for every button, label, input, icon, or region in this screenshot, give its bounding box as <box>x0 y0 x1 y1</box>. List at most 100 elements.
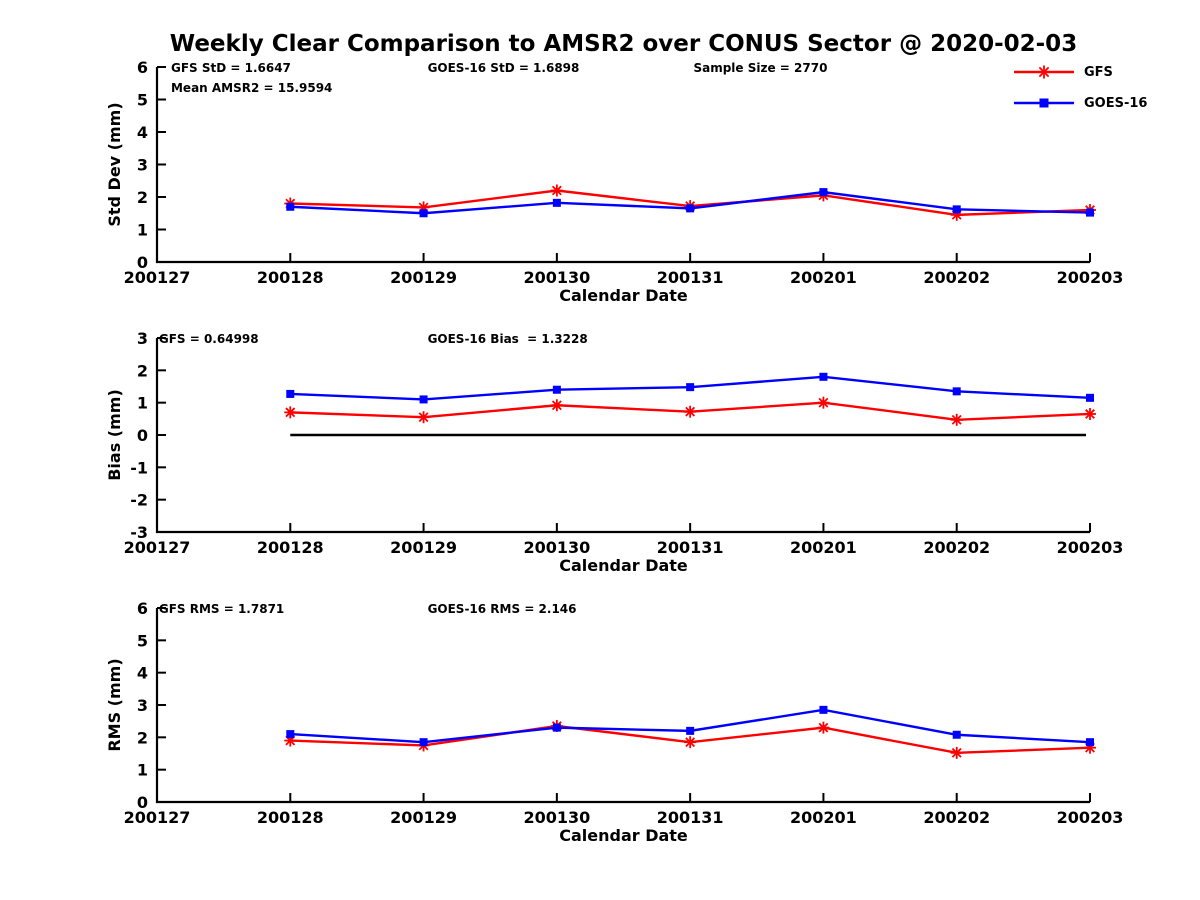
square-marker-icon <box>1086 208 1094 217</box>
goes16-legend-swatch <box>1014 98 1074 108</box>
y-tick-label: 3 <box>137 329 148 348</box>
square-marker-icon <box>552 385 561 394</box>
square-marker-icon <box>952 387 961 396</box>
y-axis-label: Std Dev (mm) <box>105 102 124 226</box>
star-marker-icon <box>684 736 697 749</box>
y-tick-label: 0 <box>137 253 148 272</box>
legend: GFS GOES-16 <box>1012 64 1147 111</box>
square-marker-icon <box>552 198 561 207</box>
annotation: GOES-16 StD = 1.6898 <box>428 61 580 75</box>
x-tick-label: 200203 <box>1057 538 1124 557</box>
square-marker-icon <box>286 202 295 211</box>
square-marker-icon <box>819 188 828 197</box>
y-tick-label: 4 <box>137 664 148 683</box>
square-marker-icon <box>952 730 961 739</box>
square-marker-icon <box>419 209 428 218</box>
square-marker-icon <box>686 383 695 392</box>
star-marker-icon <box>417 411 430 424</box>
y-tick-label: -1 <box>130 458 148 477</box>
y-tick-label: 2 <box>137 188 148 207</box>
y-tick-label: 1 <box>137 221 148 240</box>
square-marker-icon <box>1086 393 1094 402</box>
y-tick-label: 3 <box>137 696 148 715</box>
y-tick-label: 0 <box>137 426 148 445</box>
square-marker-icon <box>419 738 428 747</box>
figure-title: Weekly Clear Comparison to AMSR2 over CO… <box>169 31 1078 57</box>
x-axis-label: Calendar Date <box>559 286 688 305</box>
star-marker-icon <box>550 399 563 412</box>
annotation: GFS = 0.64998 <box>159 332 259 346</box>
annotation: Mean AMSR2 = 15.9594 <box>171 81 332 95</box>
x-tick-label: 200131 <box>657 538 724 557</box>
x-axis-label: Calendar Date <box>559 556 688 575</box>
x-tick-label: 200201 <box>790 808 857 827</box>
square-marker-icon <box>819 372 828 381</box>
x-tick-label: 200131 <box>657 808 724 827</box>
annotation: GFS RMS = 1.7871 <box>159 602 284 616</box>
star-marker-icon <box>950 746 963 759</box>
x-tick-label: 200201 <box>790 268 857 287</box>
square-marker-icon <box>686 726 695 735</box>
square-marker-icon <box>686 204 695 213</box>
legend-entry-goes16: GOES-16 <box>1012 95 1147 111</box>
x-tick-label: 200127 <box>124 538 191 557</box>
y-tick-label: 6 <box>137 599 148 618</box>
x-tick-label: 200127 <box>124 808 191 827</box>
annotation: GOES-16 Bias = 1.3228 <box>428 332 588 346</box>
y-tick-label: 2 <box>137 361 148 380</box>
x-tick-label: 200202 <box>923 538 990 557</box>
gfs-legend-label: GFS <box>1084 64 1113 80</box>
y-tick-label: 2 <box>137 728 148 747</box>
y-tick-label: 6 <box>137 58 148 77</box>
x-tick-label: 200128 <box>257 538 324 557</box>
legend-entry-gfs: GFS <box>1012 64 1147 80</box>
y-tick-label: 1 <box>137 761 148 780</box>
square-marker-icon <box>952 205 961 214</box>
x-tick-label: 200130 <box>523 808 590 827</box>
star-marker-icon <box>684 405 697 418</box>
annotation: GOES-16 RMS = 2.146 <box>428 602 577 616</box>
y-tick-label: 3 <box>137 156 148 175</box>
x-tick-label: 200131 <box>657 268 724 287</box>
x-tick-label: 200201 <box>790 538 857 557</box>
square-marker-icon <box>286 389 295 398</box>
x-tick-label: 200129 <box>390 538 457 557</box>
square-marker-icon <box>552 723 561 732</box>
square-marker-icon <box>1039 98 1049 108</box>
star-marker-icon <box>817 396 830 409</box>
x-tick-label: 200128 <box>257 808 324 827</box>
x-tick-label: 200203 <box>1057 808 1124 827</box>
x-tick-label: 200127 <box>124 268 191 287</box>
square-marker-icon <box>286 730 295 739</box>
x-tick-label: 200203 <box>1057 268 1124 287</box>
star-marker-icon <box>284 406 297 419</box>
y-tick-label: 4 <box>137 123 148 142</box>
y-tick-label: -3 <box>130 523 148 542</box>
y-tick-label: 5 <box>137 631 148 650</box>
y-tick-label: -2 <box>130 491 148 510</box>
star-marker-icon <box>1084 407 1096 420</box>
x-tick-label: 200129 <box>390 268 457 287</box>
x-tick-label: 200130 <box>523 538 590 557</box>
star-marker-icon <box>950 413 963 426</box>
square-marker-icon <box>419 395 428 404</box>
annotation: GFS StD = 1.6647 <box>171 61 291 75</box>
square-marker-icon <box>1086 738 1094 747</box>
star-marker-icon <box>1038 65 1050 79</box>
annotation: Sample Size = 2770 <box>693 61 827 75</box>
square-marker-icon <box>819 705 828 714</box>
y-tick-label: 0 <box>137 793 148 812</box>
y-axis-label: RMS (mm) <box>105 658 124 751</box>
gfs-legend-swatch <box>1014 65 1074 79</box>
star-marker-icon <box>550 184 563 197</box>
x-tick-label: 200202 <box>923 808 990 827</box>
x-tick-label: 200202 <box>923 268 990 287</box>
star-marker-icon <box>817 721 830 734</box>
x-axis-label: Calendar Date <box>559 826 688 845</box>
y-axis-label: Bias (mm) <box>105 389 124 481</box>
